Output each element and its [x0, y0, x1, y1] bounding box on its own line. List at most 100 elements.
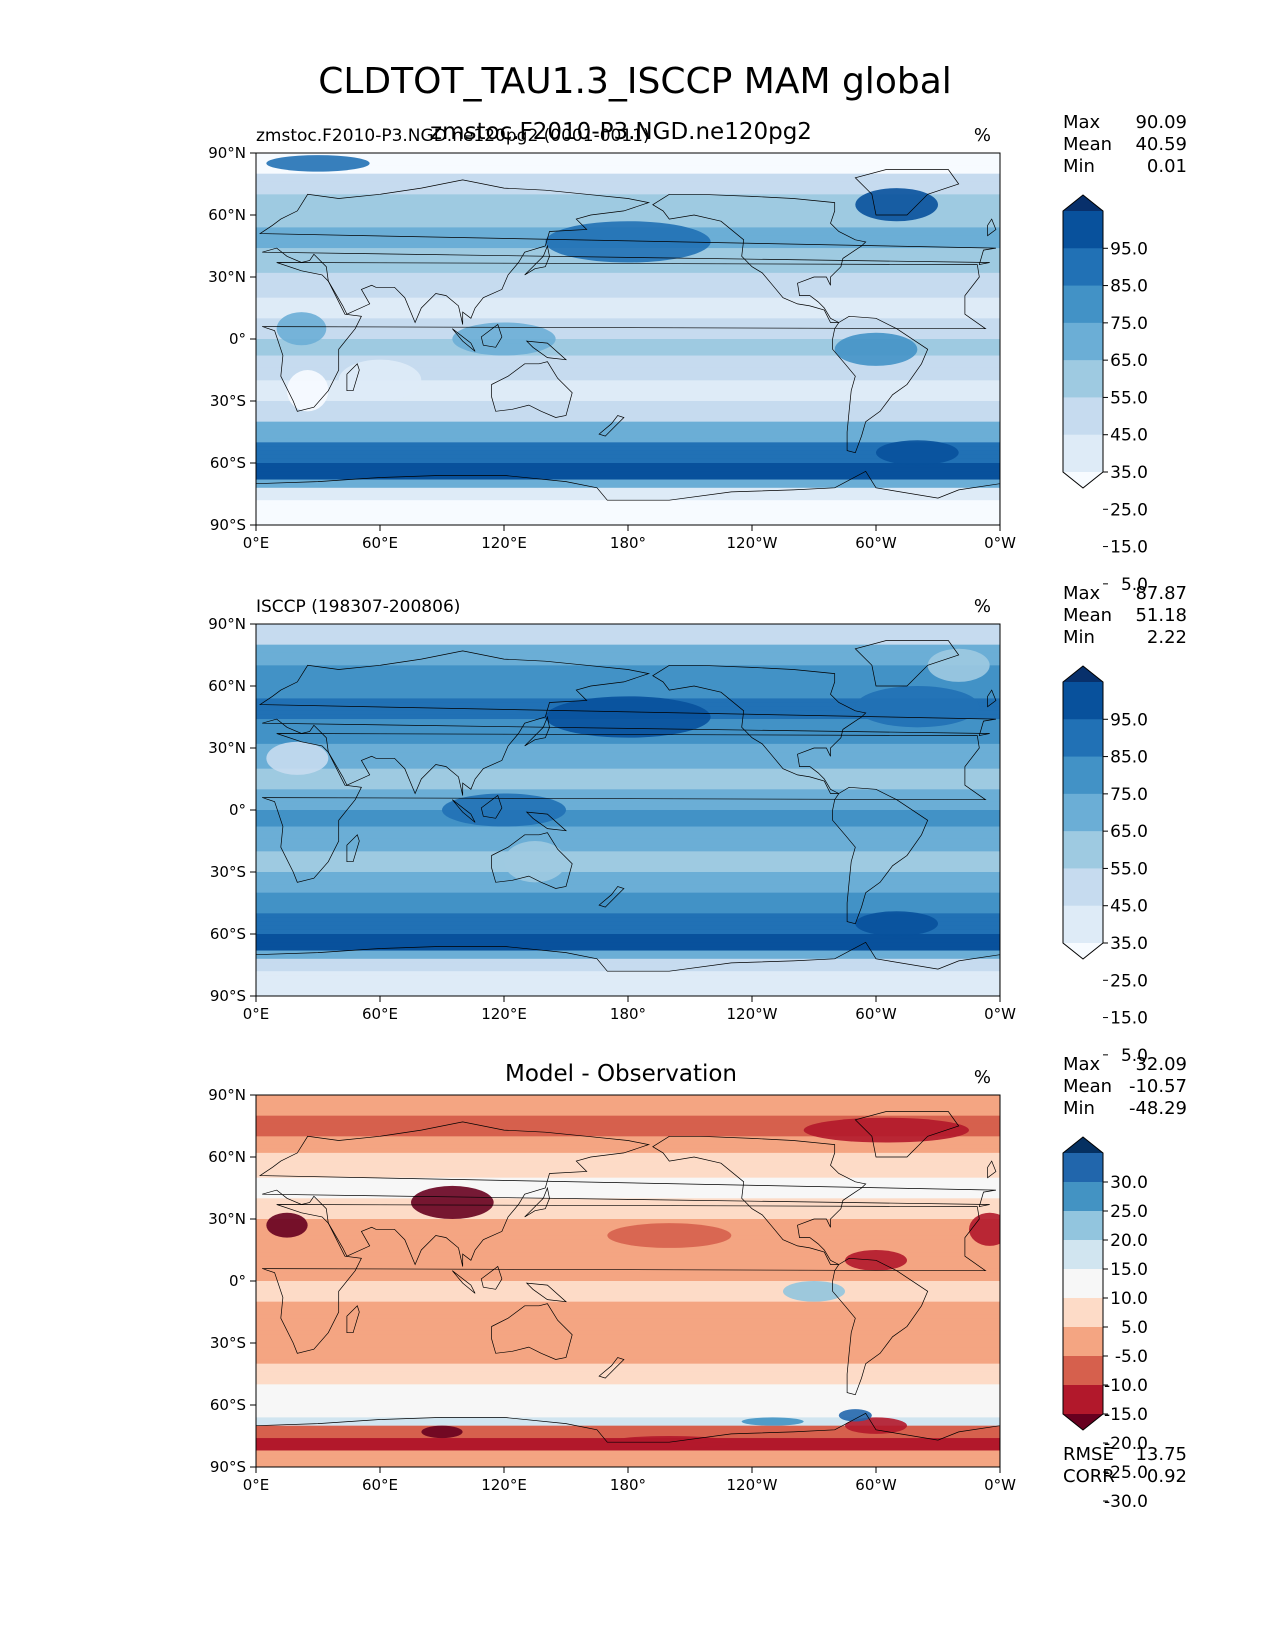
contour-band	[256, 500, 1000, 505]
colorbar: 95.0 85.0 75.0 65.0 55.0 45.0 35.0 25.0 15.0 5.0	[1062, 194, 1148, 595]
colorbar-segment	[1063, 756, 1103, 795]
colorbar-tick-label: 55.0	[1110, 859, 1148, 879]
contour-band	[256, 339, 1000, 344]
contour-band	[256, 640, 1000, 646]
contour-band	[256, 434, 1000, 439]
contour-band	[256, 1454, 1000, 1460]
colorbar-tick-label: 30.0	[1110, 1173, 1148, 1193]
contour-band	[256, 785, 1000, 790]
contour-band	[256, 954, 1000, 960]
contour-band	[256, 1136, 1000, 1141]
contour-band	[256, 1132, 1000, 1137]
colorbar-segment	[1063, 905, 1103, 944]
coastline	[256, 1412, 1000, 1467]
contour-band	[256, 1281, 1000, 1286]
colorbar-tick-label: 55.0	[1110, 388, 1148, 408]
stat-value: 87.87	[1135, 583, 1187, 604]
contour-band	[256, 967, 1000, 972]
x-tick-label: 120°E	[481, 1476, 527, 1494]
x-tick-label: 60°E	[362, 534, 398, 552]
contour-band	[256, 665, 1000, 670]
x-tick-label: 60°W	[855, 1005, 897, 1023]
contour-band	[256, 991, 1000, 996]
colorbar-tick-label: 5.0	[1121, 1318, 1148, 1338]
panel-difference: 0°E 60°E 120°E 180° 120°W 60°W 0°W 90°N 60°N 30°N…	[208, 1054, 1187, 1512]
coastline	[524, 715, 550, 747]
colorbar-tick-label: -5.0	[1115, 1347, 1148, 1367]
contour-band	[256, 913, 1000, 918]
colorbar-extend-bottom	[1063, 472, 1103, 488]
contour-band	[256, 487, 1000, 493]
colorbar-tick-label: 85.0	[1110, 748, 1148, 768]
contour-band	[256, 793, 1000, 799]
contour-band	[256, 987, 1000, 993]
colorbar-tick-label: -15.0	[1104, 1405, 1148, 1425]
contour-band	[256, 264, 1000, 270]
stat-value: 32.09	[1135, 1054, 1187, 1075]
y-tick-label: 90°N	[208, 144, 246, 162]
contour-region	[855, 188, 939, 222]
coastline	[652, 1135, 867, 1265]
x-tick-label: 0°W	[984, 1005, 1016, 1023]
contour-band	[256, 1351, 1000, 1356]
contour-band	[256, 1161, 1000, 1166]
contour-band	[256, 892, 1000, 898]
contour-band	[256, 446, 1000, 452]
contour-band	[256, 169, 1000, 175]
contour-band	[256, 421, 1000, 427]
contour-band	[256, 1388, 1000, 1394]
contour-band	[256, 1210, 1000, 1216]
y-tick-label: 30°N	[208, 1210, 246, 1228]
contour-band	[256, 921, 1000, 927]
stat-label: Mean	[1063, 605, 1112, 626]
contour-band	[256, 1425, 1000, 1431]
contour-band	[256, 677, 1000, 683]
colorbar-tick-label: 20.0	[1110, 1231, 1148, 1251]
contour-band	[256, 801, 1000, 807]
x-tick-label: 180°	[610, 1476, 646, 1494]
contour-band	[256, 909, 1000, 914]
colorbar-segment	[1063, 211, 1103, 249]
contour-band	[256, 789, 1000, 794]
coastline	[258, 650, 996, 796]
contour-band	[256, 363, 1000, 369]
contour-band	[256, 467, 1000, 472]
contour-band	[256, 1272, 1000, 1278]
contour-band	[256, 347, 1000, 352]
contour-band	[256, 355, 1000, 361]
contour-band	[256, 851, 1000, 856]
contour-region	[855, 686, 980, 728]
x-tick-label: 120°E	[481, 1005, 527, 1023]
y-tick-label: 60°N	[208, 206, 246, 224]
contour-band	[256, 1165, 1000, 1170]
colorbar-segment	[1063, 682, 1103, 720]
contour-band	[256, 1314, 1000, 1319]
stat-label: Min	[1063, 1098, 1095, 1119]
contour-band	[256, 863, 1000, 869]
contour-band	[256, 830, 1000, 836]
contour-region	[411, 1185, 494, 1219]
contour-band	[256, 314, 1000, 319]
contour-band	[256, 847, 1000, 852]
contour-band	[256, 917, 1000, 923]
contour-band	[256, 210, 1000, 216]
contour-band	[256, 190, 1000, 195]
stat-label: Max	[1063, 583, 1101, 604]
contour-band	[256, 326, 1000, 332]
colorbar-tick-label: 95.0	[1110, 710, 1148, 730]
coastline	[832, 786, 929, 925]
coastline	[480, 1265, 503, 1290]
contour-band	[256, 628, 1000, 633]
contour-band	[256, 1343, 1000, 1348]
contour-band	[256, 281, 1000, 286]
contour-band	[256, 173, 1000, 179]
contour-region	[266, 1212, 308, 1238]
contour-region	[969, 1212, 1000, 1246]
contour-band	[256, 752, 1000, 757]
contour-band	[256, 1359, 1000, 1365]
colorbar-tick-label: 45.0	[1110, 426, 1148, 446]
colorbar-extend-bottom	[1063, 943, 1103, 959]
contour-region	[504, 841, 566, 883]
x-tick-label: 180°	[610, 534, 646, 552]
contour-region	[855, 911, 939, 937]
